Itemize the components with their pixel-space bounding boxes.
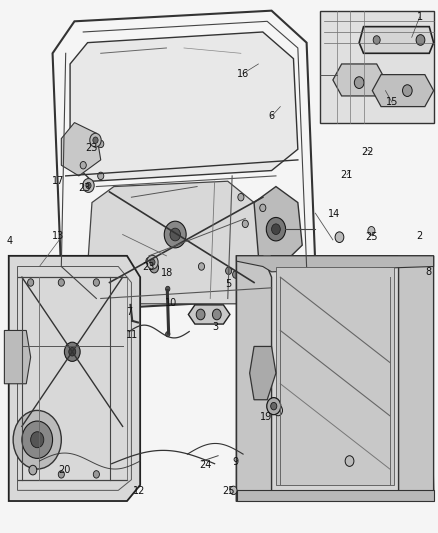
Text: 15: 15 — [386, 98, 398, 107]
Circle shape — [146, 257, 152, 265]
Text: 10: 10 — [165, 298, 177, 308]
Circle shape — [64, 342, 80, 361]
Circle shape — [272, 224, 280, 235]
Polygon shape — [333, 64, 385, 96]
Circle shape — [196, 309, 205, 320]
Circle shape — [164, 221, 186, 248]
Circle shape — [90, 133, 101, 147]
Polygon shape — [88, 181, 272, 304]
Polygon shape — [70, 32, 298, 181]
Circle shape — [98, 140, 104, 148]
Polygon shape — [237, 256, 434, 272]
Circle shape — [83, 179, 94, 192]
Polygon shape — [254, 187, 302, 266]
Circle shape — [98, 172, 104, 180]
Circle shape — [354, 77, 364, 88]
Text: 25: 25 — [365, 232, 378, 242]
Circle shape — [403, 85, 412, 96]
Circle shape — [80, 161, 86, 169]
Circle shape — [29, 465, 37, 475]
Text: 23: 23 — [78, 183, 90, 192]
Circle shape — [416, 35, 425, 45]
Circle shape — [58, 279, 64, 286]
Polygon shape — [237, 256, 272, 501]
Text: 21: 21 — [341, 170, 353, 180]
Polygon shape — [237, 490, 434, 501]
Text: 1: 1 — [417, 12, 423, 22]
Circle shape — [58, 471, 64, 478]
Polygon shape — [250, 346, 276, 400]
Text: 9: 9 — [233, 457, 239, 467]
Text: 13: 13 — [52, 231, 64, 240]
Circle shape — [212, 309, 221, 320]
Circle shape — [335, 232, 344, 243]
Text: 25: 25 — [223, 487, 235, 496]
Text: 7: 7 — [126, 307, 132, 317]
Polygon shape — [276, 266, 394, 485]
Circle shape — [150, 259, 155, 265]
Polygon shape — [237, 256, 434, 501]
Circle shape — [166, 332, 170, 337]
Circle shape — [93, 471, 99, 478]
Text: 5: 5 — [226, 279, 232, 288]
Polygon shape — [399, 256, 434, 501]
Text: 4: 4 — [7, 236, 13, 246]
Text: 23: 23 — [142, 262, 154, 271]
Polygon shape — [359, 27, 434, 53]
Text: 14: 14 — [328, 209, 340, 219]
Text: 17: 17 — [52, 176, 64, 186]
Circle shape — [230, 486, 237, 495]
Circle shape — [22, 421, 53, 458]
Circle shape — [198, 263, 205, 270]
Circle shape — [150, 262, 159, 273]
Text: 18: 18 — [161, 268, 173, 278]
Circle shape — [267, 398, 281, 415]
Text: 2: 2 — [417, 231, 423, 240]
Circle shape — [93, 279, 99, 286]
Text: 6: 6 — [268, 111, 275, 121]
Text: 3: 3 — [212, 322, 219, 332]
Circle shape — [170, 228, 180, 241]
Circle shape — [242, 220, 248, 228]
Circle shape — [166, 286, 170, 292]
Circle shape — [368, 227, 375, 235]
Text: 8: 8 — [425, 267, 431, 277]
Circle shape — [147, 255, 158, 269]
Circle shape — [238, 193, 244, 201]
Text: 24: 24 — [199, 460, 211, 470]
Text: 11: 11 — [126, 330, 138, 340]
Text: 22: 22 — [362, 147, 374, 157]
Polygon shape — [320, 11, 434, 123]
Circle shape — [69, 348, 76, 356]
Text: 12: 12 — [133, 487, 145, 496]
Polygon shape — [188, 305, 230, 324]
Circle shape — [86, 182, 91, 189]
Text: 16: 16 — [237, 69, 249, 78]
Circle shape — [345, 456, 354, 466]
Text: 19: 19 — [260, 412, 272, 422]
Circle shape — [271, 402, 277, 410]
Circle shape — [31, 432, 44, 448]
Circle shape — [233, 271, 239, 278]
Circle shape — [13, 410, 61, 469]
Circle shape — [274, 405, 283, 416]
Circle shape — [28, 279, 34, 286]
Polygon shape — [4, 330, 31, 384]
Polygon shape — [61, 123, 101, 176]
Circle shape — [373, 36, 380, 44]
Circle shape — [226, 267, 232, 274]
Circle shape — [260, 204, 266, 212]
Text: 20: 20 — [59, 465, 71, 475]
Polygon shape — [372, 75, 434, 107]
Text: 23: 23 — [85, 143, 97, 153]
Circle shape — [266, 217, 286, 241]
Circle shape — [93, 137, 98, 143]
Polygon shape — [9, 256, 140, 501]
